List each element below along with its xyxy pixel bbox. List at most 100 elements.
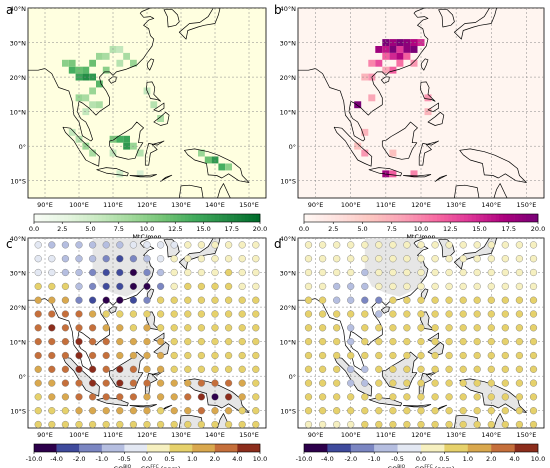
scatter-point	[361, 407, 369, 415]
scatter-point	[417, 268, 425, 277]
heatmap-cell	[116, 170, 124, 178]
colorbar-strip	[499, 214, 504, 222]
colorbar-strip	[307, 214, 313, 222]
colorbar-segment	[467, 444, 492, 452]
scatter-point	[48, 282, 56, 291]
scatter-point	[88, 282, 97, 291]
scatter-point	[225, 296, 233, 304]
scatter-point	[403, 268, 411, 277]
scatter-point	[417, 365, 425, 373]
colorbar-tick-label: 2.5	[57, 225, 67, 233]
lon-tick-label: 130°E	[171, 431, 191, 439]
heatmap-cell	[396, 52, 404, 60]
scatter-point	[445, 365, 453, 373]
scatter-point	[34, 338, 42, 346]
coastline-mainland	[298, 8, 429, 142]
heatmap-cell	[389, 66, 397, 74]
colorbar-label-sup2: FFC	[150, 464, 158, 468]
scatter-point	[225, 338, 233, 346]
lon-tick-label: 140°E	[481, 201, 501, 209]
scatter-point	[304, 310, 313, 318]
coastline-sulawesi	[418, 140, 439, 166]
scatter-point	[197, 393, 206, 401]
scatter-point	[417, 420, 425, 428]
scatter-point	[487, 379, 495, 387]
scatter-point	[347, 255, 355, 263]
colorbar-tick-label: 7.5	[114, 225, 124, 233]
scatter-point	[501, 241, 509, 249]
scatter-point	[459, 420, 467, 428]
scatter-point	[361, 420, 369, 428]
scatter-point	[389, 351, 397, 360]
scatter-point	[34, 393, 42, 401]
scatter-point	[501, 324, 509, 332]
colorbar-strip	[113, 214, 118, 222]
scatter-point	[48, 379, 56, 387]
colorbar-strip	[75, 214, 80, 222]
scatter-point	[211, 338, 219, 346]
scatter-point	[143, 268, 151, 277]
scatter-point	[129, 255, 138, 263]
scatter-point	[501, 282, 509, 291]
scatter-point	[431, 241, 439, 249]
scatter-point	[445, 379, 453, 387]
scatter-point	[129, 379, 138, 387]
colorbar-strip	[432, 214, 437, 222]
scatter-point	[347, 379, 355, 387]
colorbar-segment	[147, 444, 170, 452]
heatmap-cell	[157, 115, 164, 122]
coastline-lesser	[403, 174, 432, 178]
scatter-point	[116, 241, 124, 249]
coastline-australia	[454, 183, 508, 198]
scatter-point	[211, 365, 219, 373]
scatter-point	[459, 324, 467, 332]
scatter-point	[157, 324, 165, 332]
scatter-point	[375, 365, 383, 373]
colorbar-strip	[370, 214, 375, 222]
lat-tick-label: 0°	[289, 373, 296, 381]
scatter-point	[347, 420, 355, 428]
scatter-point	[129, 324, 138, 332]
scatter-point	[361, 255, 369, 263]
scatter-point	[319, 282, 327, 291]
scatter-point	[375, 393, 383, 401]
scatter-point	[459, 268, 467, 277]
scatter-point	[445, 393, 453, 401]
heatmap-cell	[354, 142, 362, 150]
colorbar-strip	[495, 214, 500, 222]
scatter-point	[403, 365, 411, 373]
coastline-borneo	[381, 351, 418, 390]
scatter-point	[197, 310, 206, 318]
heatmap-cell	[389, 46, 397, 53]
land-shading	[364, 238, 428, 297]
scatter-point	[238, 420, 246, 428]
scatter-point	[252, 338, 260, 346]
scatter-point	[501, 268, 509, 277]
scatter-point	[116, 268, 124, 277]
lat-tick-label: 20°N	[10, 304, 27, 312]
lon-tick-label: 100°E	[69, 431, 89, 439]
heatmap-cell	[396, 46, 404, 53]
scatter-point	[170, 241, 178, 249]
scatter-point	[304, 365, 313, 373]
colorbar-strip	[154, 214, 159, 222]
scatter-point	[238, 379, 246, 387]
scatter-point	[487, 351, 495, 360]
scatter-point	[157, 351, 165, 360]
colorbar-strip	[502, 214, 508, 222]
panel-a: a 40°N 30°N 20°N 10°N 0° 10°S 90°E 100°E 110°E 12…	[6, 3, 267, 241]
panel-c: c 40°N 30°N 20°N 10°N 0° 10°S 90°E 100°E 110°E 12…	[6, 235, 267, 468]
coastline-japan	[178, 8, 221, 40]
scatter-point	[170, 407, 178, 415]
lon-tick-label: 130°E	[446, 201, 466, 209]
scatter-point	[473, 338, 481, 346]
colorbar-strip	[479, 214, 484, 222]
scatter-point	[211, 296, 219, 304]
scatter-point	[319, 393, 327, 401]
colorbar-label-sup2: FFC	[424, 464, 432, 468]
colorbar-strip	[64, 214, 69, 222]
scatter-point	[487, 324, 495, 332]
scatter-point	[34, 310, 42, 318]
scatter-point	[487, 420, 495, 428]
scatter-point	[170, 296, 178, 304]
